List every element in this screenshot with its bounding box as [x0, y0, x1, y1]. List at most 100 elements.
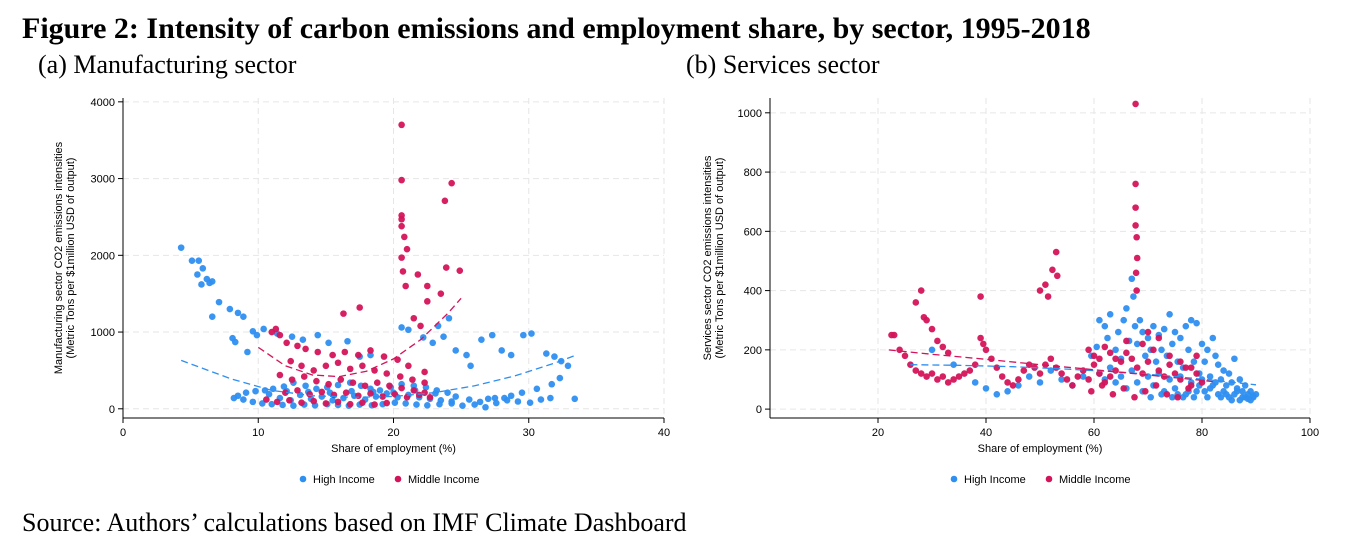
data-point	[437, 290, 445, 297]
y-tick-label: 800	[744, 167, 762, 179]
data-point	[543, 350, 550, 357]
legend-label: High Income	[313, 474, 375, 486]
data-point	[1182, 322, 1190, 330]
data-point	[507, 392, 515, 400]
data-point	[195, 257, 203, 264]
data-point	[1201, 358, 1208, 366]
data-point	[944, 379, 952, 386]
data-point	[452, 347, 460, 354]
data-point	[1049, 266, 1056, 274]
data-point	[265, 390, 273, 398]
data-point	[448, 398, 455, 405]
legend-marker-high-income	[299, 475, 307, 483]
data-point	[231, 338, 239, 346]
data-point	[571, 395, 579, 403]
data-point	[1101, 322, 1109, 330]
data-point	[476, 398, 484, 406]
data-point	[1152, 382, 1160, 389]
data-point	[269, 385, 277, 393]
data-point	[410, 387, 418, 394]
x-tick-label: 100	[1301, 427, 1319, 439]
data-point	[1036, 379, 1044, 386]
data-point	[1112, 355, 1119, 363]
data-point	[294, 342, 301, 350]
data-point	[907, 361, 914, 368]
data-point	[1201, 388, 1208, 395]
data-point	[888, 331, 895, 339]
data-point	[1155, 367, 1163, 374]
data-point	[322, 362, 330, 370]
y-axis-title-line1: Manufacturing sector CO2 emissions inten…	[53, 141, 65, 374]
data-point	[346, 400, 354, 408]
data-point	[359, 399, 366, 406]
y-tick-label: 2000	[91, 250, 115, 262]
data-point	[1123, 337, 1130, 345]
data-point	[298, 399, 305, 406]
data-point	[1117, 358, 1125, 366]
data-point	[367, 347, 374, 354]
data-point	[1009, 382, 1017, 389]
data-point	[459, 402, 466, 410]
data-point	[1244, 395, 1252, 403]
data-point	[314, 331, 322, 339]
data-point	[415, 391, 423, 399]
data-point	[547, 394, 554, 402]
data-point	[1239, 388, 1246, 395]
data-point	[1120, 385, 1127, 392]
data-point	[1228, 396, 1235, 404]
data-point	[917, 370, 925, 377]
data-point	[1136, 316, 1144, 324]
data-point	[1093, 343, 1100, 351]
data-point	[288, 333, 296, 340]
data-point	[491, 394, 499, 402]
data-point	[1193, 352, 1200, 360]
data-point	[403, 245, 411, 253]
data-point	[177, 244, 185, 251]
data-point	[1225, 370, 1233, 377]
data-point	[1117, 373, 1125, 380]
data-point	[398, 176, 405, 184]
data-point	[310, 367, 318, 374]
data-point	[1166, 376, 1173, 383]
data-point	[537, 396, 545, 403]
data-point	[337, 376, 345, 383]
data-point	[1123, 305, 1130, 312]
data-point	[1090, 361, 1098, 368]
data-point	[1106, 349, 1114, 357]
data-point	[548, 380, 556, 388]
data-point	[1132, 269, 1140, 277]
data-point	[977, 293, 984, 300]
data-point	[252, 387, 259, 395]
data-point	[1231, 355, 1238, 363]
data-point	[268, 328, 276, 336]
data-point	[564, 362, 572, 370]
data-point	[1128, 355, 1136, 363]
data-point	[260, 325, 267, 333]
data-point	[950, 376, 957, 383]
data-point	[1115, 328, 1122, 336]
data-point	[507, 351, 515, 359]
data-point	[982, 385, 990, 392]
data-point	[518, 389, 526, 396]
data-point	[1158, 346, 1165, 354]
data-point	[1088, 388, 1095, 395]
series-middle-income	[263, 121, 464, 408]
data-point	[1171, 328, 1179, 336]
data-point	[939, 373, 947, 380]
data-point	[1128, 367, 1136, 374]
data-point	[526, 399, 534, 406]
data-point	[1139, 340, 1146, 348]
data-point	[1166, 352, 1173, 360]
data-point	[955, 373, 963, 380]
data-point	[1020, 367, 1028, 374]
data-point	[346, 365, 354, 373]
data-point	[1132, 222, 1139, 229]
data-point	[1047, 355, 1055, 363]
data-point	[249, 398, 257, 406]
y-tick-label: 600	[744, 226, 762, 238]
data-point	[896, 346, 903, 354]
data-point	[355, 392, 362, 400]
data-point	[373, 379, 381, 387]
data-point	[283, 339, 290, 347]
data-point	[456, 267, 464, 274]
